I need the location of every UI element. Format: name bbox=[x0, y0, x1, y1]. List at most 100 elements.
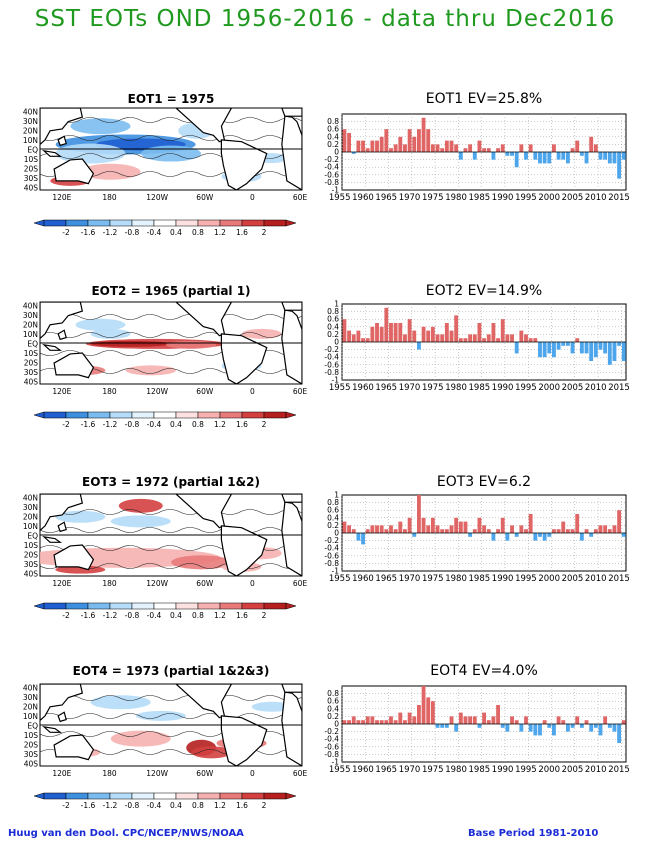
x-tick-label: 1980 bbox=[445, 574, 467, 584]
bar bbox=[347, 525, 352, 533]
y-tick-label: -0.8 bbox=[324, 368, 339, 377]
bar bbox=[430, 701, 435, 724]
colorbar-tick: -1.6 bbox=[81, 420, 96, 429]
bar bbox=[556, 342, 561, 350]
colorbar-tick: 2 bbox=[262, 801, 267, 810]
x-tick-label: 1995 bbox=[515, 574, 537, 584]
continent-outline bbox=[40, 108, 84, 146]
y-tick-label: 0.2 bbox=[327, 140, 339, 149]
y-tick-label: 0.6 bbox=[327, 315, 339, 324]
bar bbox=[426, 330, 431, 342]
colorbar-segment bbox=[153, 411, 177, 419]
y-tick-label: 0 bbox=[334, 148, 339, 157]
x-tick-label: 1990 bbox=[492, 765, 514, 775]
bar bbox=[500, 517, 505, 533]
bar bbox=[435, 334, 440, 342]
bar bbox=[524, 529, 528, 533]
bar bbox=[607, 342, 612, 365]
lat-label: 10S bbox=[24, 541, 39, 550]
x-tick-label: 2010 bbox=[585, 765, 607, 775]
bar bbox=[342, 521, 347, 533]
colorbar-segment bbox=[219, 602, 243, 610]
bar bbox=[607, 529, 612, 533]
bar bbox=[505, 152, 510, 156]
bar bbox=[351, 529, 356, 533]
bar bbox=[468, 334, 473, 342]
bar bbox=[496, 148, 500, 152]
bar bbox=[444, 724, 449, 728]
bar bbox=[542, 342, 547, 358]
lat-label: 20S bbox=[24, 741, 39, 750]
lat-label: EQ bbox=[27, 532, 38, 541]
panels-layer: EOT1 = 1975 EOT1 EV=25.8%40N30N20N10NEQ10… bbox=[23, 91, 630, 810]
bar bbox=[621, 533, 626, 537]
bar bbox=[412, 533, 417, 537]
bar bbox=[426, 525, 431, 533]
continent-outline bbox=[281, 108, 302, 117]
colorbar-tick: 0.8 bbox=[192, 801, 204, 810]
continent-outline bbox=[175, 684, 233, 719]
continent-outline bbox=[281, 115, 302, 190]
x-tick-label: 2010 bbox=[585, 383, 607, 393]
x-tick-label: 2000 bbox=[538, 574, 560, 584]
bar bbox=[579, 533, 584, 541]
continent-outline bbox=[53, 352, 95, 379]
bar bbox=[449, 716, 454, 724]
x-tick-label: 1965 bbox=[375, 574, 397, 584]
y-tick-label: -0.2 bbox=[324, 727, 339, 736]
continent-outline bbox=[281, 494, 302, 503]
bar bbox=[593, 144, 598, 152]
bar bbox=[449, 330, 454, 342]
bar bbox=[458, 152, 463, 160]
bar bbox=[468, 716, 473, 724]
bar bbox=[426, 697, 431, 724]
bar bbox=[538, 152, 542, 164]
colorbar-segment bbox=[263, 602, 287, 610]
bar bbox=[486, 529, 491, 533]
bar bbox=[505, 533, 510, 541]
colorbar-segment bbox=[197, 411, 221, 419]
continent-outline bbox=[281, 684, 302, 693]
bar bbox=[561, 152, 566, 160]
bar bbox=[444, 140, 449, 152]
bar bbox=[463, 148, 468, 152]
bar bbox=[393, 144, 398, 152]
bar bbox=[491, 533, 496, 541]
colorbar-tick: 0.4 bbox=[170, 420, 182, 429]
bar bbox=[482, 338, 487, 342]
colorbar-segment bbox=[197, 219, 221, 227]
lat-label: 30N bbox=[23, 693, 38, 702]
continent-outline bbox=[281, 501, 302, 576]
bar bbox=[524, 152, 528, 160]
bar bbox=[430, 144, 435, 152]
colorbar-segment bbox=[43, 602, 67, 610]
bar bbox=[612, 525, 617, 533]
bar bbox=[356, 140, 361, 152]
bar bbox=[379, 525, 384, 533]
y-tick-label: -1 bbox=[332, 758, 340, 767]
bar-chart-title: EOT2 EV=14.9% bbox=[426, 283, 542, 299]
lat-label: 20S bbox=[24, 165, 39, 174]
bar bbox=[617, 152, 622, 179]
bar bbox=[403, 334, 407, 342]
lat-label: EQ bbox=[27, 146, 38, 155]
bar bbox=[421, 326, 426, 342]
lat-label: 20N bbox=[23, 127, 38, 136]
y-tick-label: -0.2 bbox=[324, 536, 339, 545]
bar bbox=[565, 152, 570, 164]
lon-label: 120W bbox=[146, 193, 168, 202]
y-tick-label: 0.6 bbox=[327, 125, 339, 134]
bar bbox=[444, 529, 449, 533]
lat-label: 40S bbox=[24, 570, 39, 579]
bar bbox=[361, 533, 365, 545]
colorbar-tick: 0.4 bbox=[170, 611, 182, 620]
colorbar-segment bbox=[263, 219, 287, 227]
x-tick-label: 1980 bbox=[445, 383, 467, 393]
colorbar-segment bbox=[219, 411, 243, 419]
y-tick-label: 0.4 bbox=[327, 132, 339, 141]
map-field bbox=[40, 302, 302, 384]
continent-outline bbox=[220, 525, 268, 576]
